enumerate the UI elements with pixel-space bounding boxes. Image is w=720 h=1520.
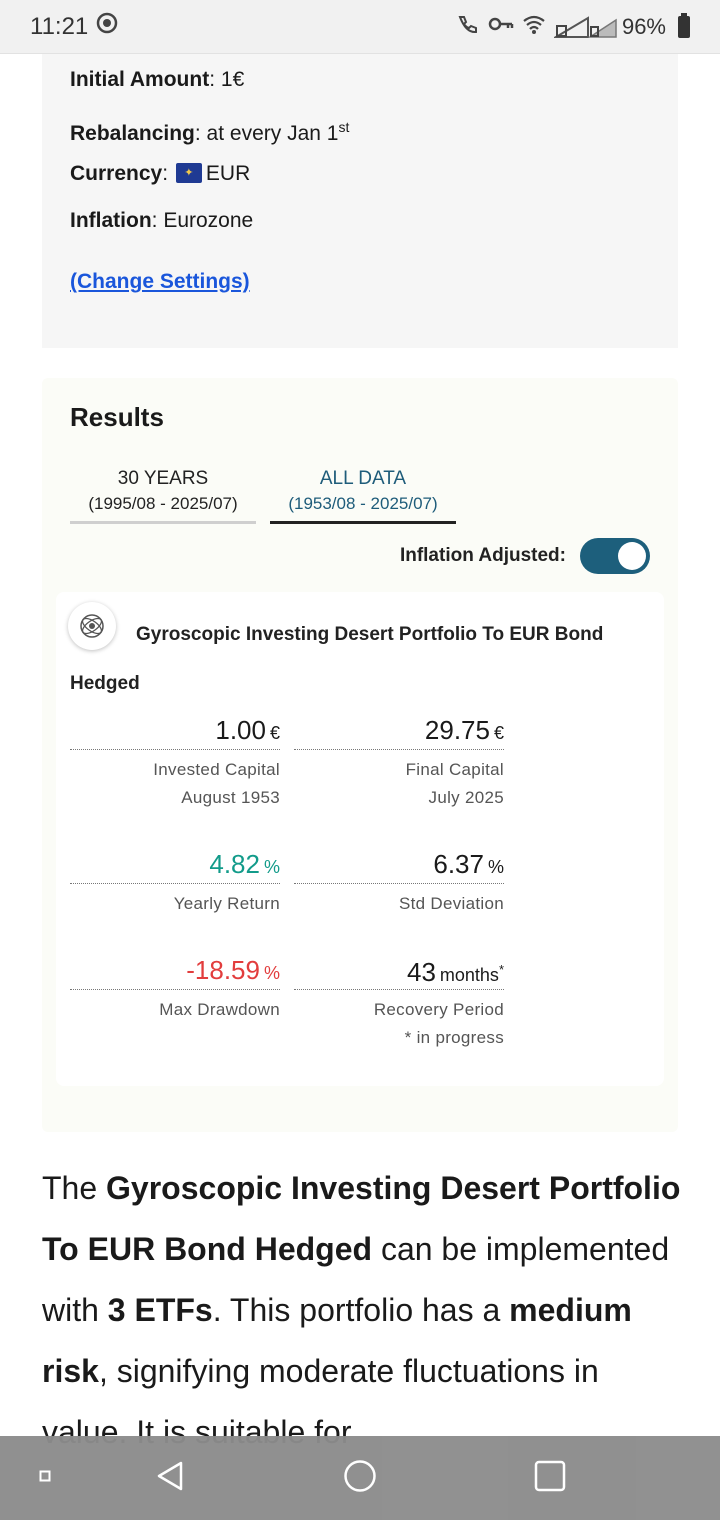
desc-bold: medium risk [42,1292,632,1389]
setting-label: Inflation [70,209,152,232]
desc-text: . This portfolio has a [212,1292,510,1328]
stat-label: Recovery Period * in progress [294,996,504,1052]
setting-value: : Eurozone [151,209,254,232]
stat-unit-sup: * [498,962,504,977]
desc-bold: Gyroscopic Investing Desert Portfolio To… [42,1170,681,1267]
signal-icon-2 [587,16,617,38]
results-card: Results 30 YEARS (1995/08 - 2025/07) ALL… [42,378,678,1132]
stat-recovery-period: 43 months* Recovery Period * in progress [294,950,504,1052]
stat-label: Final Capital July 2025 [294,756,504,812]
stat-value: 6.37% [294,844,504,884]
nav-back-button[interactable] [140,1436,200,1520]
stat-label-text: Final Capital [405,760,504,779]
stat-label-text: Invested Capital [153,760,280,779]
recents-square-icon [534,1460,566,1497]
nav-home-button[interactable] [330,1436,390,1520]
stat-max-drawdown: -18.59% Max Drawdown [70,950,280,1024]
setting-sup: st [338,119,350,135]
vpn-status-icon [96,12,118,41]
stat-label: Yearly Return [173,894,280,913]
setting-label: Rebalancing [70,122,195,145]
stat-unit: % [487,857,504,877]
stat-label-text: Recovery Period [373,1000,504,1019]
inflation-toggle-row: Inflation Adjusted: [400,538,650,574]
stat-value: 43 months* [294,950,504,990]
desc-text: The [42,1170,107,1206]
back-triangle-icon [155,1460,185,1497]
tab-label: ALL DATA [319,468,407,489]
inflation-toggle-label: Inflation Adjusted: [399,545,566,566]
stat-final-capital: 29.75 € Final Capital July 2025 [294,710,504,812]
setting-currency: Currency: EUR [70,160,650,207]
status-time-group: 11:21 [30,12,118,41]
stat-number: 6.37 [433,849,484,879]
change-settings-link[interactable]: (Change Settings) [70,270,250,293]
stat-number: 29.75 [424,715,490,745]
stat-sub-text: July 2025 [428,788,504,807]
setting-label: Currency [70,162,163,185]
stat-value: 1.00 € [70,710,280,750]
settings-card: Initial Amount: 1€ Rebalancing: at every… [42,54,678,348]
inflation-toggle[interactable] [580,538,650,574]
setting-rebalancing: Rebalancing: at every Jan 1st [70,113,650,160]
portfolio-name: Gyroscopic Investing Desert Portfolio To… [70,624,604,694]
portfolio-card: Gyroscopic Investing Desert Portfolio To… [56,592,664,1086]
stat-std-deviation: 6.37% Std Deviation [294,844,504,918]
stat-unit: % [263,857,280,877]
setting-value: : at every Jan 1 [194,122,339,145]
stat-unit: % [263,963,280,983]
stat-invested-capital: 1.00 € Invested Capital August 1953 [70,710,280,812]
stat-unit-text: months [439,965,499,985]
tab-range: (1995/08 - 2025/07) [88,494,238,513]
stat-yearly-return: 4.82% Yearly Return [70,844,280,918]
stat-label: Max Drawdown [159,1000,280,1019]
nav-menu-button[interactable] [28,1436,62,1520]
stat-unit: months* [439,962,504,985]
stat-unit: € [493,723,504,743]
wifi-call-icon [456,13,480,41]
nav-recents-button[interactable] [520,1436,580,1520]
key-icon [488,13,514,41]
setting-value: EUR [205,162,251,185]
portfolio-logo-icon [68,602,116,650]
battery-percent: 96% [621,13,666,39]
stat-value: -18.59% [70,950,280,990]
tab-30-years[interactable]: 30 YEARS (1995/08 - 2025/07) [70,468,256,524]
desc-bold: 3 ETFs [107,1292,213,1328]
stat-number: 1.00 [215,715,266,745]
stat-label: Std Deviation [398,894,504,913]
setting-label: Initial Amount [70,68,210,91]
battery-icon [678,12,690,38]
setting-value: : 1€ [209,68,245,91]
stat-label: Invested Capital August 1953 [70,756,280,812]
setting-initial-amount: Initial Amount: 1€ [70,66,650,113]
signal-icon [553,15,589,38]
stat-value: 4.82% [70,844,280,884]
home-circle-icon [343,1459,377,1498]
status-icons: 96% [456,12,690,41]
desc-text: can be implemented with [42,1231,670,1328]
eu-flag-icon [175,163,202,183]
desc-text: , signifying moderate fluctuations in va… [42,1353,599,1450]
setting-inflation: Inflation: Eurozone [70,207,650,254]
small-square-icon [39,1469,51,1487]
stat-sub-text: August 1953 [181,788,280,807]
toggle-knob [618,542,646,570]
tab-all-data[interactable]: ALL DATA (1953/08 - 2025/07) [270,468,456,524]
stat-value: 29.75 € [294,710,504,750]
setting-sep: : [162,162,169,185]
tab-range: (1953/08 - 2025/07) [288,494,438,513]
navigation-bar [0,1436,720,1520]
wifi-icon [522,13,546,41]
stat-number: 43 [406,957,436,987]
tab-label: 30 YEARS [117,468,209,489]
portfolio-description: The Gyroscopic Investing Desert Portfoli… [42,1158,682,1463]
stat-sub-text: * in progress [404,1028,504,1047]
results-title: Results [70,402,164,432]
stat-number: 4.82 [209,849,260,879]
status-time: 11:21 [30,12,89,40]
stat-unit: € [269,723,280,743]
stat-number: -18.59 [186,955,260,985]
status-bar: 11:21 96% [0,0,720,54]
